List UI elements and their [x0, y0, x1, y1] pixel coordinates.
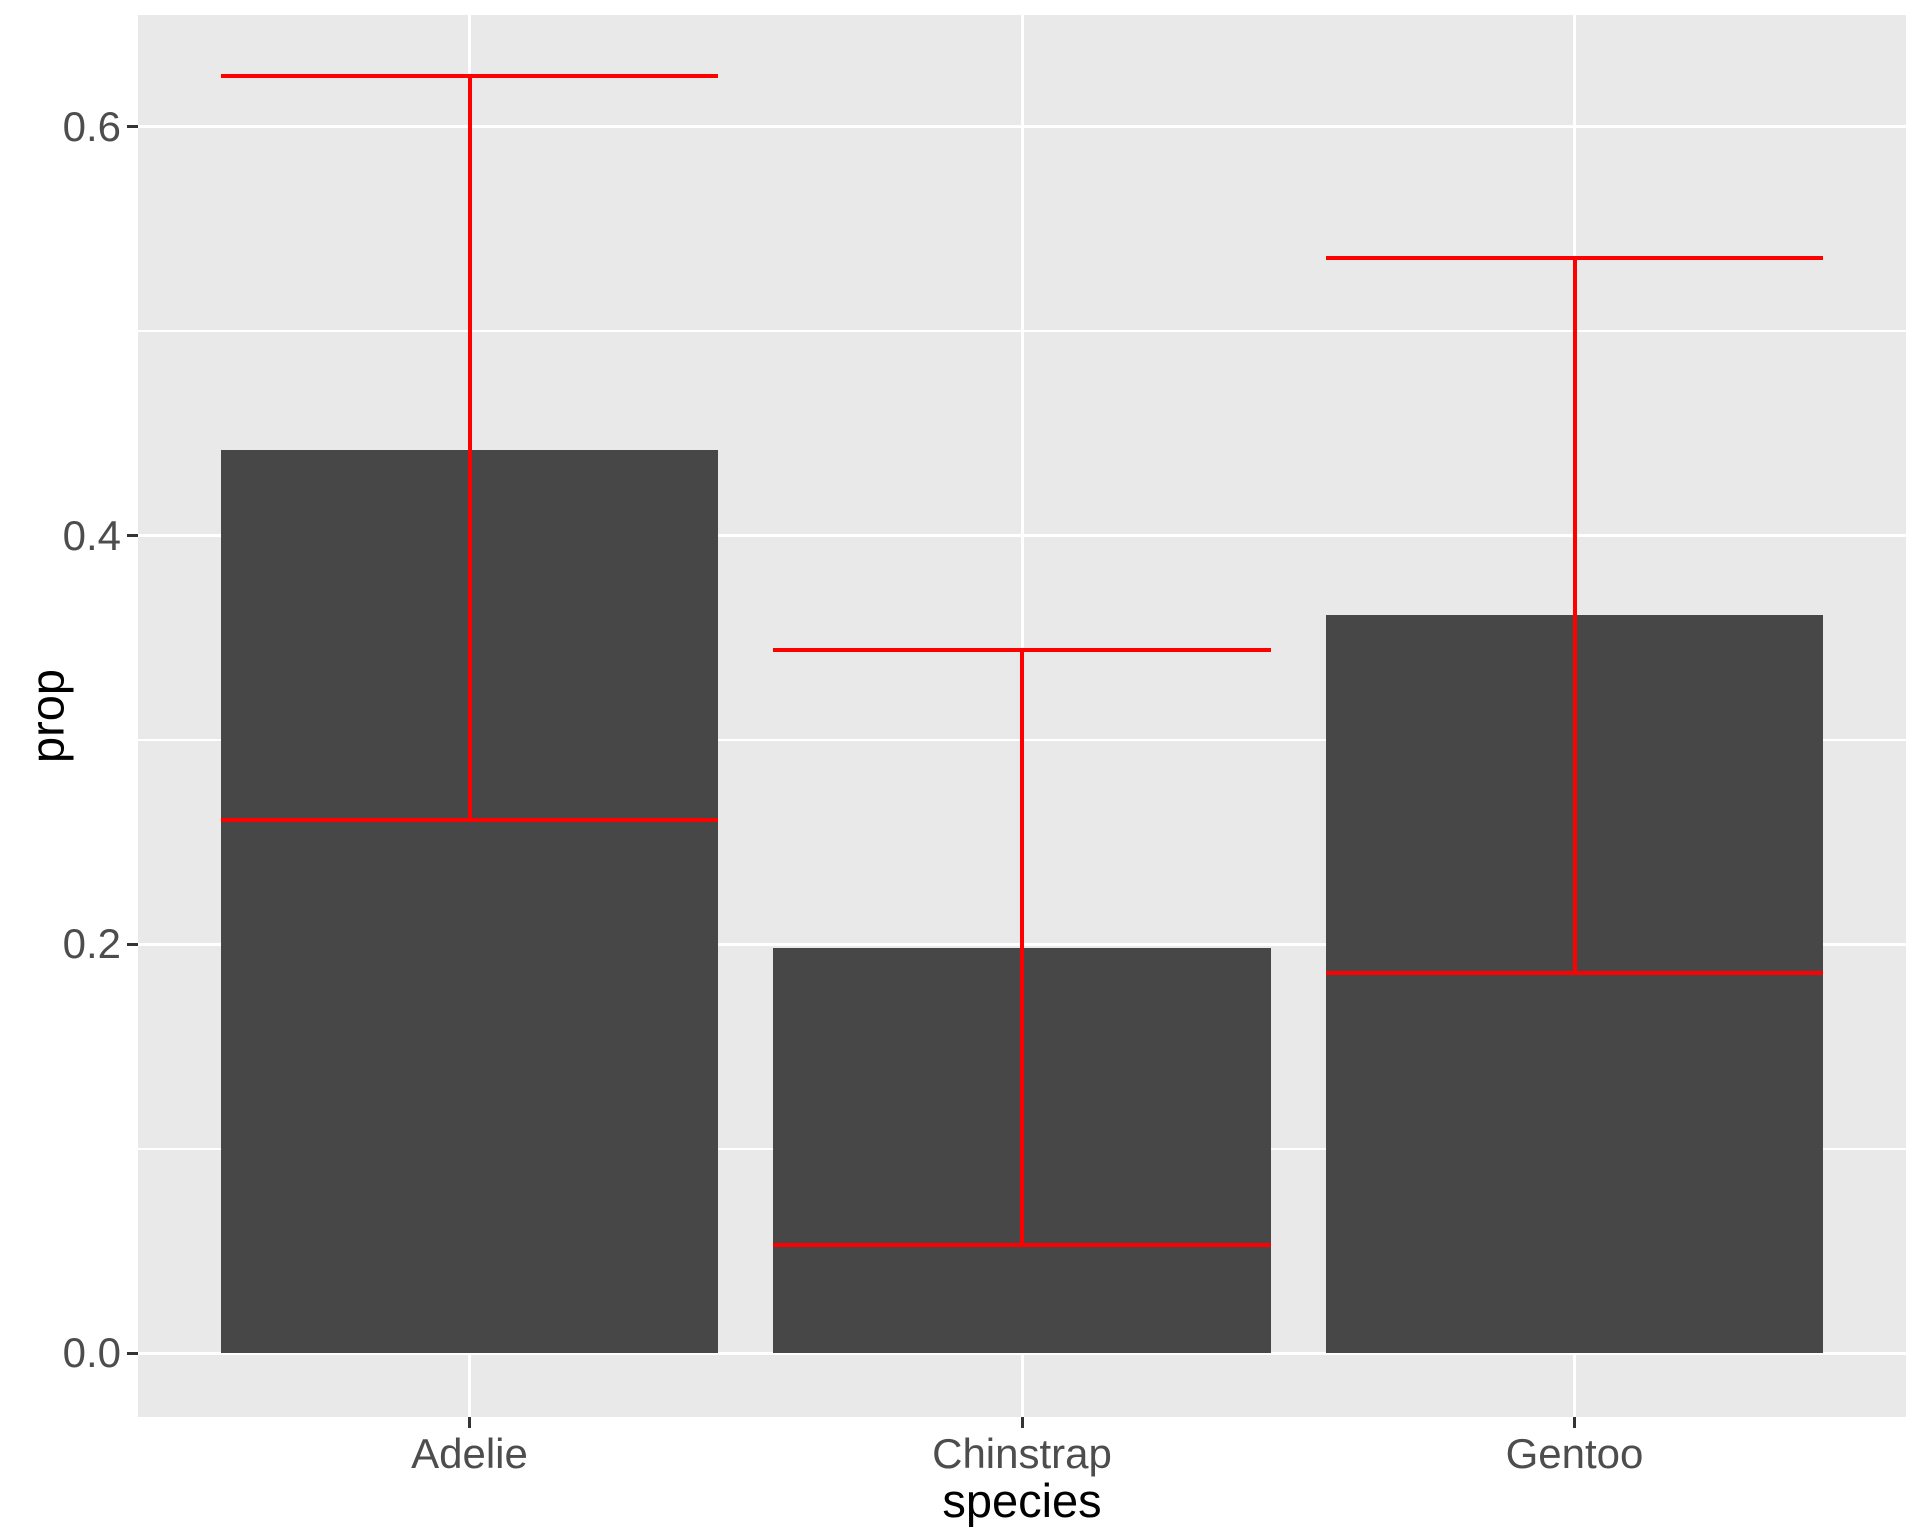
y-axis-tick-label: 0.0 — [62, 1329, 121, 1377]
x-axis-tick-label: Adelie — [411, 1430, 528, 1477]
error-bar-cap-top — [773, 648, 1271, 653]
y-axis-tick-label: 0.2 — [62, 920, 121, 968]
y-axis-title: prop — [20, 668, 74, 764]
x-axis-tick-mark — [468, 1417, 471, 1428]
x-axis-tick-label: Gentoo — [1505, 1430, 1644, 1477]
x-axis-title: species — [942, 1474, 1102, 1527]
y-axis-tick-mark — [127, 125, 138, 129]
y-axis-tick-mark — [127, 942, 138, 946]
error-bar-cap-top — [220, 73, 719, 78]
y-axis-tick-mark — [127, 1351, 138, 1355]
error-bar-stem — [467, 75, 472, 820]
x-axis-tick-mark — [1573, 1417, 1576, 1428]
error-bar-stem — [1572, 257, 1577, 973]
plot-panel — [138, 15, 1906, 1417]
error-bar-cap-bottom — [1325, 970, 1824, 975]
x-axis-tick-mark — [1020, 1417, 1024, 1428]
x-axis-tick-label: Chinstrap — [932, 1430, 1112, 1477]
y-axis-tick-label: 0.4 — [62, 511, 121, 559]
error-bar-cap-top — [1325, 255, 1824, 260]
error-bar-stem — [1020, 650, 1024, 1245]
error-bar-cap-bottom — [773, 1242, 1271, 1247]
y-axis-tick-mark — [127, 534, 138, 538]
y-axis-tick-label: 0.6 — [62, 102, 121, 150]
error-bar-cap-bottom — [220, 817, 719, 822]
